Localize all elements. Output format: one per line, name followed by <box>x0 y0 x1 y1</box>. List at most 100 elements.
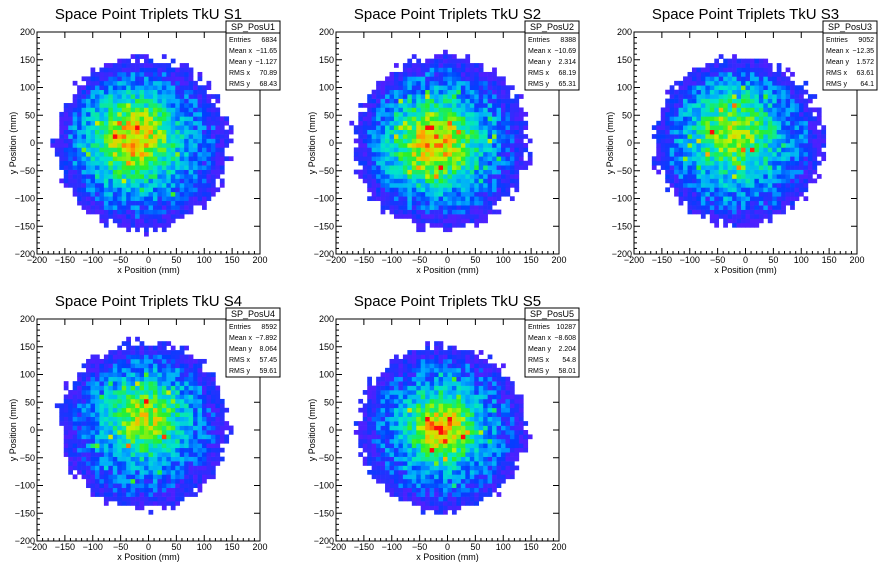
heatmap-cell <box>157 483 163 489</box>
heatmap-cell <box>206 447 212 453</box>
heatmap-cell <box>126 372 131 378</box>
heatmap-cell <box>59 151 65 157</box>
heatmap-cell <box>210 134 216 139</box>
heatmap-cell <box>130 372 136 378</box>
heatmap-cell <box>81 182 87 188</box>
heatmap-cell <box>130 191 136 197</box>
heatmap-cell <box>77 187 82 193</box>
heatmap-cell <box>139 89 145 95</box>
heatmap-cell <box>144 385 149 391</box>
heatmap-cell <box>718 111 724 117</box>
heatmap-cell <box>429 111 435 117</box>
heatmap-cell <box>157 345 163 351</box>
heatmap-cell <box>781 143 786 148</box>
heatmap-cell <box>389 89 395 95</box>
heatmap-cell <box>683 94 688 99</box>
heatmap-cell <box>665 165 670 170</box>
heatmap-cell <box>94 156 100 162</box>
heatmap-cell <box>385 182 390 188</box>
heatmap-cell <box>161 358 167 364</box>
heatmap-cell <box>130 187 136 193</box>
heatmap-cell <box>700 138 706 144</box>
heatmap-cell <box>420 156 426 162</box>
heatmap-cell <box>691 98 697 104</box>
heatmap-cell <box>77 138 82 144</box>
heatmap-cell <box>393 214 399 219</box>
heatmap-cell <box>130 178 136 184</box>
heatmap-cell <box>799 89 804 95</box>
heatmap-cell <box>139 350 145 355</box>
heatmap-cell <box>99 443 105 449</box>
heatmap-cell <box>126 390 131 395</box>
heatmap-cell <box>197 469 203 475</box>
heatmap-cell <box>799 191 804 197</box>
heatmap-cell <box>696 160 702 166</box>
heatmap-cell <box>758 103 764 108</box>
heatmap-cell <box>456 147 462 153</box>
heatmap-cell <box>812 178 818 184</box>
heatmap-cell <box>202 456 207 462</box>
heatmap-cell <box>754 111 760 117</box>
heatmap-cell <box>130 160 136 166</box>
heatmap-cell <box>139 120 145 126</box>
heatmap-cell <box>767 165 773 170</box>
heatmap-cell <box>175 196 181 202</box>
heatmap-cell <box>193 398 198 404</box>
heatmap-cell <box>443 67 448 73</box>
heatmap-cell <box>206 178 212 184</box>
heatmap-cell <box>193 116 198 122</box>
heatmap-cell <box>135 354 140 360</box>
heatmap-cell <box>135 496 140 502</box>
heatmap-cell <box>371 165 377 170</box>
heatmap-cell <box>121 174 127 179</box>
heatmap-cell <box>736 129 742 135</box>
heatmap-cell <box>126 496 131 502</box>
heatmap-cell <box>732 94 737 99</box>
heatmap-cell <box>179 209 185 215</box>
heatmap-cell <box>130 151 136 157</box>
heatmap-cell <box>148 501 154 506</box>
heatmap-cell <box>77 191 82 197</box>
heatmap-cell <box>148 143 154 148</box>
heatmap-cell <box>723 156 728 162</box>
heatmap-cell <box>148 174 154 179</box>
heatmap-cell <box>81 187 87 193</box>
heatmap-cell <box>438 196 444 202</box>
heatmap-cell <box>135 178 140 184</box>
heatmap-cell <box>117 58 123 64</box>
heatmap-cell <box>144 111 149 117</box>
heatmap-cell <box>148 138 154 144</box>
heatmap-cell <box>425 85 430 91</box>
heatmap-cell <box>193 407 198 413</box>
heatmap-cell <box>193 174 198 179</box>
heatmap-cell <box>518 160 524 166</box>
heatmap-cell <box>126 89 131 95</box>
heatmap-cell <box>94 200 100 206</box>
heatmap-cell <box>77 381 82 386</box>
heatmap-cell <box>86 394 91 400</box>
heatmap-cell <box>179 111 185 117</box>
heatmap-cell <box>139 469 145 475</box>
heatmap-cell <box>81 156 87 162</box>
heatmap-cell <box>794 85 800 91</box>
heatmap-cell <box>487 160 493 166</box>
heatmap-cell <box>63 178 69 184</box>
x-tick-label: 150 <box>225 255 240 265</box>
heatmap-cell <box>166 403 172 409</box>
heatmap-cell <box>651 160 657 166</box>
heatmap-cell <box>425 196 430 202</box>
heatmap-cell <box>389 80 395 86</box>
heatmap-cell <box>175 85 181 91</box>
heatmap-cell <box>175 174 181 179</box>
heatmap-cell <box>460 191 466 197</box>
heatmap-cell <box>157 116 163 122</box>
heatmap-cell <box>353 125 359 130</box>
heatmap-cell <box>398 125 404 130</box>
heatmap-cell <box>723 107 728 113</box>
heatmap-cell <box>398 187 404 193</box>
heatmap-cell <box>121 196 127 202</box>
heatmap-cell <box>188 160 194 166</box>
heatmap-cell <box>63 407 69 413</box>
heatmap-cell <box>50 143 56 148</box>
heatmap-cell <box>184 367 189 373</box>
